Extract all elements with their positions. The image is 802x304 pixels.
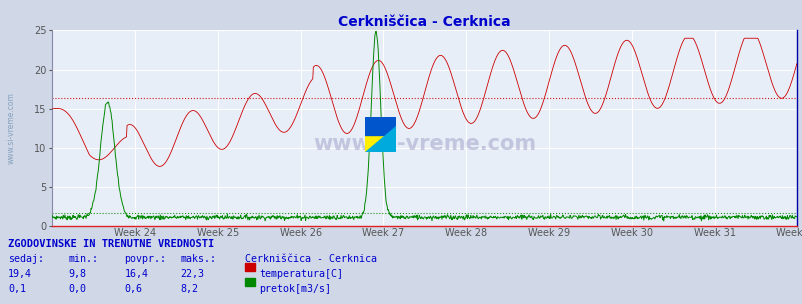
Title: Cerkniščica - Cerknica: Cerkniščica - Cerknica	[338, 15, 510, 29]
Text: sedaj:: sedaj:	[8, 254, 44, 264]
Text: povpr.:: povpr.:	[124, 254, 166, 264]
Text: 16,4: 16,4	[124, 269, 148, 279]
Text: 0,6: 0,6	[124, 284, 142, 294]
Polygon shape	[365, 126, 395, 152]
Text: pretok[m3/s]: pretok[m3/s]	[259, 284, 331, 294]
Polygon shape	[365, 134, 395, 152]
Text: 8,2: 8,2	[180, 284, 198, 294]
Text: 0,0: 0,0	[68, 284, 86, 294]
Text: temperatura[C]: temperatura[C]	[259, 269, 343, 279]
Text: Cerkniščica - Cerknica: Cerkniščica - Cerknica	[245, 254, 376, 264]
Text: 22,3: 22,3	[180, 269, 205, 279]
Text: min.:: min.:	[68, 254, 98, 264]
Text: 19,4: 19,4	[8, 269, 32, 279]
Text: 0,1: 0,1	[8, 284, 26, 294]
Text: maks.:: maks.:	[180, 254, 217, 264]
Text: www.si-vreme.com: www.si-vreme.com	[313, 134, 536, 154]
Text: 9,8: 9,8	[68, 269, 86, 279]
Text: ZGODOVINSKE IN TRENUTNE VREDNOSTI: ZGODOVINSKE IN TRENUTNE VREDNOSTI	[8, 239, 214, 249]
Text: www.si-vreme.com: www.si-vreme.com	[6, 92, 16, 164]
Polygon shape	[365, 117, 395, 134]
